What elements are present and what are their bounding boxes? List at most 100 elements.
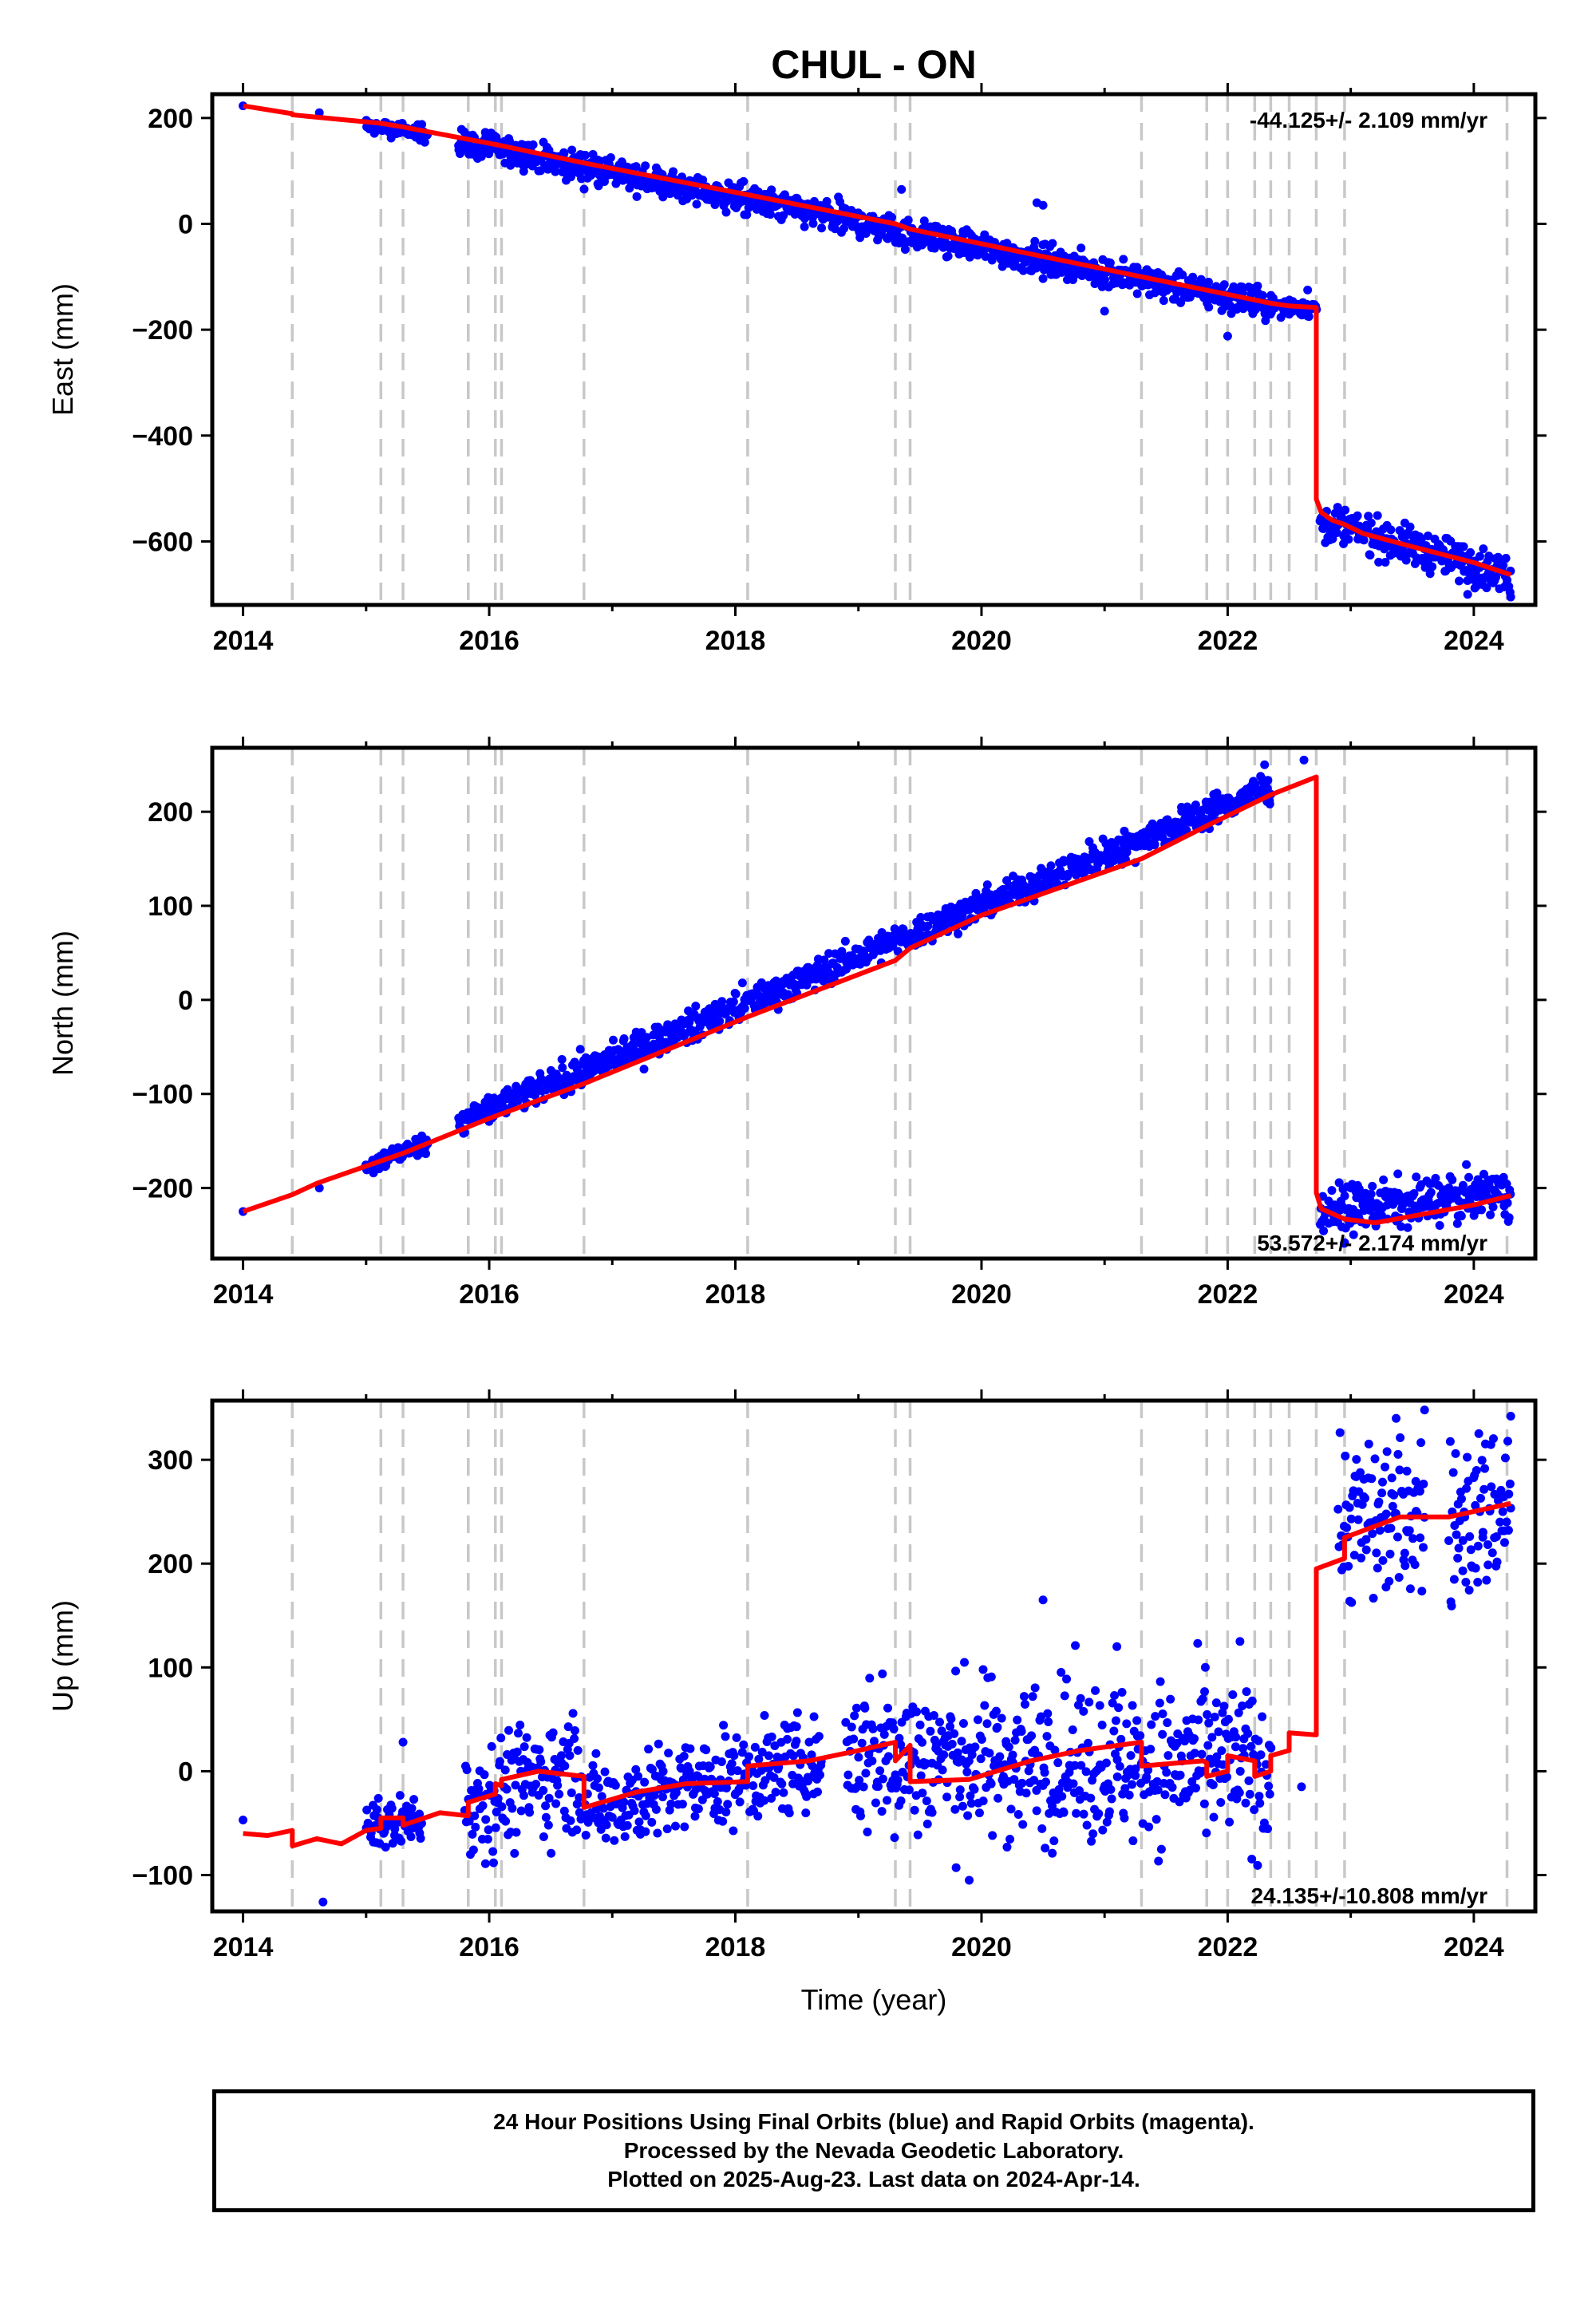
data-point (565, 1751, 575, 1761)
data-point (1255, 1799, 1265, 1808)
data-point (398, 1737, 408, 1747)
data-point (531, 1780, 541, 1789)
data-point (608, 1035, 618, 1045)
data-point (883, 1752, 893, 1761)
data-point (1203, 277, 1213, 287)
y-tick-label: 0 (178, 209, 193, 239)
data-point (1342, 1523, 1352, 1532)
data-point (1479, 1484, 1489, 1494)
data-point (1008, 1750, 1017, 1760)
data-point (606, 153, 615, 163)
data-point (1458, 1566, 1468, 1575)
data-point (1207, 1733, 1217, 1742)
data-point (709, 1789, 719, 1799)
data-point (501, 1816, 511, 1826)
data-point (1194, 1715, 1203, 1725)
data-point (701, 1745, 711, 1755)
data-point (470, 1811, 480, 1820)
data-point (792, 1708, 802, 1717)
data-point (619, 1797, 629, 1807)
data-point (843, 1770, 853, 1780)
data-point (1202, 1828, 1211, 1838)
data-point (541, 1801, 551, 1811)
data-point (915, 1720, 925, 1729)
data-point (997, 1713, 1006, 1723)
data-point (1357, 1553, 1366, 1563)
x-tick-label: 2022 (1198, 626, 1258, 656)
data-point (610, 1836, 619, 1845)
data-point (579, 184, 589, 194)
data-point (943, 251, 953, 261)
data-point (1412, 1172, 1421, 1182)
data-point (1408, 1534, 1418, 1543)
data-point (1349, 1551, 1359, 1560)
x-tick-label: 2022 (1198, 1279, 1258, 1310)
data-point (1458, 1535, 1468, 1545)
data-point (1483, 1560, 1493, 1570)
data-point (536, 1757, 546, 1767)
data-point (1245, 1789, 1254, 1799)
data-point (1175, 1770, 1185, 1780)
data-point (1404, 1526, 1414, 1535)
data-point (1191, 800, 1200, 810)
data-point (1393, 1169, 1403, 1179)
data-point (840, 936, 850, 946)
data-point (487, 1741, 496, 1751)
data-point (1299, 755, 1309, 765)
x-tick-label: 2016 (459, 626, 519, 656)
data-point (1156, 1844, 1166, 1854)
data-point (559, 149, 569, 159)
data-point (502, 1784, 512, 1794)
data-point (525, 1808, 535, 1817)
data-point (1474, 1429, 1483, 1438)
data-point (721, 207, 731, 217)
data-point (1247, 1696, 1257, 1705)
data-point (855, 1811, 865, 1820)
data-point (639, 1065, 649, 1074)
data-point (1453, 1553, 1463, 1563)
data-point (390, 1824, 400, 1834)
x-tick-label: 2024 (1444, 1932, 1504, 1962)
data-point (1219, 280, 1229, 290)
data-point (1395, 1465, 1404, 1475)
data-point (839, 223, 849, 233)
data-point (1266, 1743, 1276, 1753)
data-point (1094, 1809, 1104, 1819)
data-point (555, 1789, 564, 1799)
data-point (1211, 1698, 1221, 1708)
data-point (1217, 1746, 1227, 1756)
data-point (1088, 1829, 1098, 1839)
data-point (719, 1721, 729, 1730)
data-point (1387, 1473, 1396, 1483)
data-point (691, 1002, 701, 1011)
data-point (1005, 1835, 1015, 1844)
data-point (1199, 1799, 1209, 1808)
data-point (860, 1703, 870, 1713)
data-point (1456, 1211, 1466, 1221)
data-point (558, 1063, 567, 1073)
y-tick-label: 200 (148, 104, 193, 134)
data-point (788, 1751, 798, 1761)
data-point (1423, 531, 1432, 540)
data-point (865, 1674, 875, 1683)
data-point (409, 1795, 419, 1804)
data-point (779, 211, 788, 220)
data-point (1374, 557, 1384, 567)
data-point (1319, 1226, 1329, 1235)
data-point (1231, 1733, 1241, 1742)
data-point (1128, 1701, 1137, 1710)
y-axis-label: Up (mm) (46, 1600, 79, 1712)
data-point (1405, 522, 1415, 532)
footer-line-1: 24 Hour Positions Using Final Orbits (bl… (493, 2109, 1254, 2134)
data-point (982, 880, 992, 890)
data-point (512, 1747, 522, 1757)
data-point (1131, 1764, 1140, 1773)
data-point (692, 200, 701, 209)
data-point (986, 1672, 996, 1682)
data-point (737, 978, 747, 988)
data-point (1054, 1784, 1064, 1794)
data-point (1416, 1533, 1425, 1543)
data-point (879, 1729, 889, 1739)
data-point (966, 1791, 975, 1800)
data-point (822, 196, 832, 206)
